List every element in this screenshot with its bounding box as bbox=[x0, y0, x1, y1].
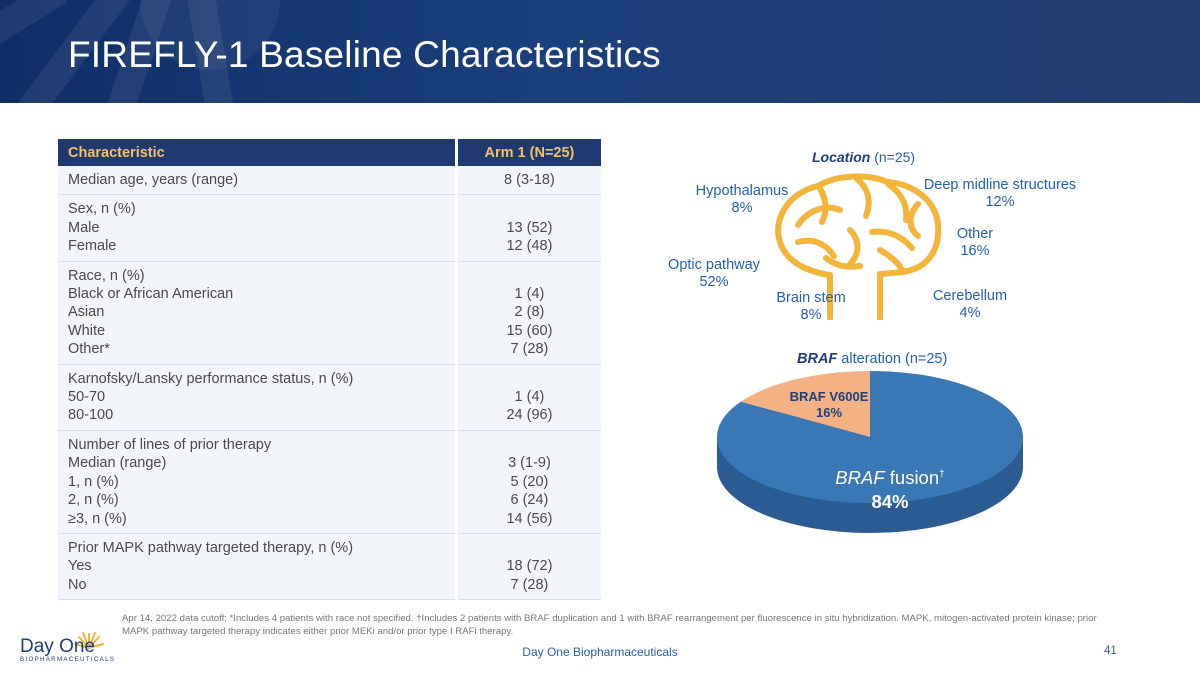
characteristic-label: Other* bbox=[68, 341, 110, 358]
banner-decoration bbox=[0, 0, 280, 103]
location-cerebellum: Cerebellum 4% bbox=[932, 288, 1008, 321]
characteristic-label: Black or African American bbox=[68, 286, 234, 303]
location-hypothalamus: Hypothalamus 8% bbox=[695, 183, 789, 216]
slide-title: FIREFLY-1 Baseline Characteristics bbox=[68, 34, 661, 75]
location-title: Location (n=25) bbox=[812, 149, 916, 165]
characteristic-label: ≥3, n (%) bbox=[68, 510, 127, 527]
fusion-label: BRAF fusion† 84% bbox=[835, 467, 945, 513]
characteristic-value: 12 (48) bbox=[506, 238, 553, 255]
characteristic-value: 8 (3-18) bbox=[504, 172, 555, 188]
characteristic-value bbox=[468, 436, 591, 454]
characteristic-label: 50-70 bbox=[68, 389, 106, 406]
header-arm1: Arm 1 (N=25) bbox=[454, 139, 601, 166]
title-banner: FIREFLY-1 Baseline Characteristics bbox=[0, 0, 1200, 103]
characteristic-cell: Prior MAPK pathway targeted therapy, n (… bbox=[58, 533, 457, 601]
brain-icon bbox=[775, 173, 942, 320]
pie-slice-v600e bbox=[740, 371, 870, 437]
characteristic-label: Median age, years (range) bbox=[68, 172, 239, 188]
characteristic-label: Prior MAPK pathway targeted therapy, n (… bbox=[68, 539, 354, 556]
characteristic-value bbox=[468, 267, 591, 285]
location-other: Other 16% bbox=[956, 226, 994, 259]
characteristic-value: 1 (4) bbox=[514, 389, 545, 406]
value-cell: 3 (1-9) 5 (20) 6 (24) 14 (56) bbox=[454, 430, 601, 534]
characteristic-value bbox=[468, 370, 591, 388]
characteristic-label: 80-100 bbox=[68, 407, 114, 424]
value-cell: 18 (72) 7 (28) bbox=[454, 533, 601, 601]
characteristic-value: 14 (56) bbox=[506, 510, 553, 527]
characteristic-value: 7 (28) bbox=[510, 341, 549, 358]
characteristic-cell: Median age, years (range) bbox=[58, 166, 457, 196]
characteristic-label: Female bbox=[68, 238, 117, 255]
location-brain-stem: Brain stem 8% bbox=[776, 290, 846, 323]
characteristic-label: White bbox=[68, 322, 106, 339]
location-deep-midline: Deep midline structures 12% bbox=[923, 177, 1077, 210]
characteristic-label: Race, n (%) bbox=[68, 267, 145, 284]
characteristic-label: Median (range) bbox=[68, 455, 167, 472]
footnote: Apr 14, 2022 data cutoff; *Includes 4 pa… bbox=[122, 613, 1097, 637]
characteristic-cell: Sex, n (%) Male Female bbox=[58, 194, 457, 262]
characteristic-value: 13 (52) bbox=[506, 219, 553, 236]
characteristic-label: No bbox=[68, 576, 87, 593]
characteristic-label: 2, n (%) bbox=[68, 492, 119, 509]
table-row: Karnofsky/Lansky performance status, n (… bbox=[58, 364, 601, 431]
footer-company: Day One Biopharmaceuticals bbox=[522, 645, 678, 659]
logo-name: Day One bbox=[20, 636, 95, 657]
header-characteristic: Characteristic bbox=[58, 139, 457, 166]
table-row: Number of lines of prior therapy Median (… bbox=[58, 430, 601, 534]
characteristic-value: 18 (72) bbox=[506, 558, 553, 575]
characteristic-label: Number of lines of prior therapy bbox=[68, 436, 272, 453]
characteristic-value: 6 (24) bbox=[510, 492, 549, 509]
table-row: Sex, n (%) Male Female 13 (52) 12 (48) bbox=[58, 194, 601, 262]
value-cell: 1 (4) 24 (96) bbox=[454, 364, 601, 431]
characteristic-value bbox=[468, 539, 591, 557]
location-optic-pathway: Optic pathway 52% bbox=[668, 257, 760, 290]
characteristic-value: 5 (20) bbox=[510, 473, 549, 490]
characteristic-value: 15 (60) bbox=[506, 322, 553, 339]
value-cell: 1 (4) 2 (8) 15 (60) 7 (28) bbox=[454, 261, 601, 365]
table-row: Prior MAPK pathway targeted therapy, n (… bbox=[58, 533, 601, 601]
characteristic-label: Sex, n (%) bbox=[68, 201, 136, 218]
characteristic-cell: Number of lines of prior therapy Median (… bbox=[58, 430, 457, 534]
braf-pie-chart bbox=[717, 371, 1023, 533]
v600e-label: BRAF V600E 16% bbox=[789, 389, 869, 420]
characteristic-value: 1 (4) bbox=[514, 286, 545, 303]
sun-logo-icon bbox=[74, 632, 104, 649]
characteristic-cell: Karnofsky/Lansky performance status, n (… bbox=[58, 364, 457, 431]
page-number: 41 bbox=[1104, 645, 1117, 657]
characteristic-value: 2 (8) bbox=[514, 304, 545, 321]
braf-title: BRAF alteration (n=25) bbox=[797, 351, 948, 367]
characteristic-label: Karnofsky/Lansky performance status, n (… bbox=[68, 370, 354, 387]
baseline-table: Characteristic Arm 1 (N=25) Median age, … bbox=[58, 139, 601, 601]
characteristic-label: Yes bbox=[68, 558, 92, 575]
characteristic-value: 24 (96) bbox=[506, 407, 553, 424]
characteristic-label: Asian bbox=[68, 304, 105, 321]
table-row: Median age, years (range) 8 (3-18) bbox=[58, 166, 601, 196]
characteristic-value bbox=[468, 200, 591, 218]
value-cell: 8 (3-18) bbox=[454, 166, 601, 196]
characteristic-label: 1, n (%) bbox=[68, 473, 119, 490]
logo-subtitle: BIOPHARMACEUTICALS bbox=[20, 656, 116, 663]
characteristic-label: Male bbox=[68, 219, 100, 236]
characteristic-value: 7 (28) bbox=[510, 576, 549, 593]
table-row: Race, n (%) Black or African American Asia… bbox=[58, 261, 601, 365]
value-cell: 13 (52) 12 (48) bbox=[454, 194, 601, 262]
characteristic-value: 3 (1-9) bbox=[508, 455, 551, 472]
characteristic-cell: Race, n (%) Black or African American Asia… bbox=[58, 261, 457, 365]
